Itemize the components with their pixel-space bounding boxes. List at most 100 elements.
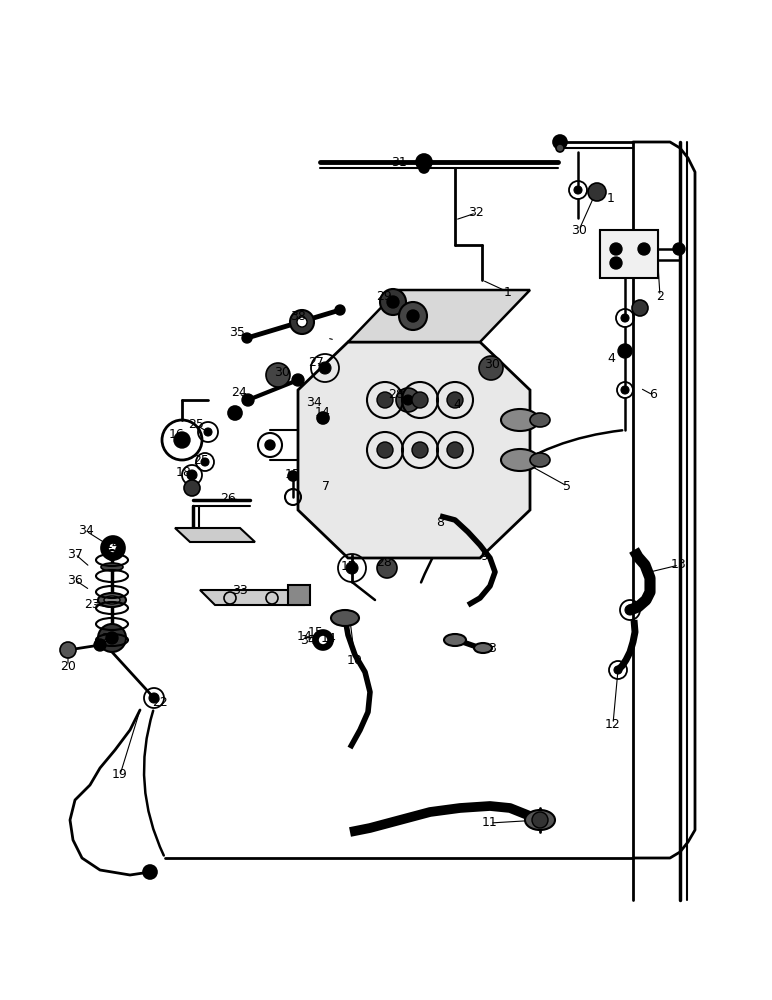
- Ellipse shape: [331, 610, 359, 626]
- Circle shape: [174, 432, 190, 448]
- Circle shape: [242, 394, 254, 406]
- Circle shape: [149, 693, 159, 703]
- Circle shape: [532, 812, 548, 828]
- Circle shape: [479, 356, 503, 380]
- Text: 19: 19: [112, 768, 128, 782]
- Circle shape: [346, 562, 358, 574]
- Circle shape: [187, 470, 197, 480]
- Circle shape: [242, 333, 252, 343]
- Circle shape: [673, 243, 685, 255]
- Circle shape: [419, 163, 429, 173]
- Text: 15: 15: [308, 626, 324, 640]
- Circle shape: [399, 302, 427, 330]
- Ellipse shape: [474, 643, 492, 653]
- Text: 12: 12: [605, 718, 621, 730]
- Circle shape: [106, 632, 118, 644]
- Circle shape: [101, 536, 125, 560]
- Circle shape: [288, 471, 298, 481]
- Text: 20: 20: [60, 660, 76, 672]
- Text: 30: 30: [571, 224, 587, 236]
- Text: 34: 34: [78, 524, 94, 538]
- Text: 37: 37: [67, 548, 83, 560]
- Circle shape: [108, 543, 118, 553]
- Circle shape: [610, 257, 622, 269]
- Text: 15: 15: [285, 468, 301, 482]
- Bar: [600, 230, 658, 278]
- Text: 16: 16: [169, 428, 185, 442]
- Circle shape: [621, 386, 629, 394]
- Text: 25: 25: [193, 454, 209, 466]
- Circle shape: [638, 243, 650, 255]
- Text: 30: 30: [274, 365, 290, 378]
- Circle shape: [553, 135, 567, 149]
- Circle shape: [556, 144, 564, 152]
- Ellipse shape: [104, 596, 120, 604]
- Circle shape: [618, 344, 632, 358]
- Circle shape: [98, 624, 126, 652]
- Circle shape: [143, 865, 157, 879]
- Text: 21: 21: [101, 632, 117, 645]
- Circle shape: [632, 300, 648, 316]
- Text: 7: 7: [322, 481, 330, 493]
- Text: 11: 11: [482, 816, 498, 830]
- Text: 24: 24: [231, 386, 247, 399]
- Circle shape: [412, 392, 428, 408]
- Circle shape: [201, 458, 209, 466]
- Text: 1: 1: [504, 286, 512, 298]
- Circle shape: [377, 558, 397, 578]
- Text: 6: 6: [649, 388, 657, 401]
- Circle shape: [317, 412, 329, 424]
- Text: 32: 32: [468, 207, 484, 220]
- Text: 4: 4: [453, 397, 461, 410]
- Text: 23: 23: [84, 597, 100, 610]
- Circle shape: [60, 642, 76, 658]
- Text: 38: 38: [290, 310, 306, 324]
- Text: 36: 36: [67, 574, 83, 586]
- Text: 5: 5: [563, 480, 571, 492]
- Circle shape: [184, 480, 200, 496]
- Circle shape: [396, 388, 420, 412]
- Circle shape: [377, 442, 393, 458]
- Text: 35: 35: [229, 326, 245, 340]
- Polygon shape: [200, 590, 305, 605]
- Circle shape: [412, 442, 428, 458]
- Text: 3: 3: [488, 642, 496, 654]
- Circle shape: [407, 310, 419, 322]
- Circle shape: [380, 289, 406, 315]
- Circle shape: [319, 362, 331, 374]
- Polygon shape: [288, 585, 310, 605]
- Circle shape: [403, 395, 413, 405]
- Ellipse shape: [530, 413, 550, 427]
- Circle shape: [204, 428, 212, 436]
- Polygon shape: [175, 528, 255, 542]
- Circle shape: [318, 635, 328, 645]
- Circle shape: [265, 440, 275, 450]
- Circle shape: [292, 374, 304, 386]
- Circle shape: [377, 392, 393, 408]
- Text: 14: 14: [321, 632, 337, 645]
- Polygon shape: [298, 342, 530, 558]
- Text: 9: 9: [480, 550, 488, 564]
- Text: 10: 10: [347, 654, 363, 666]
- Circle shape: [416, 154, 432, 170]
- Circle shape: [313, 630, 333, 650]
- Text: 26: 26: [220, 491, 236, 504]
- Circle shape: [335, 305, 345, 315]
- Circle shape: [621, 314, 629, 322]
- Text: 22: 22: [152, 696, 168, 708]
- Circle shape: [94, 639, 106, 651]
- Ellipse shape: [444, 634, 466, 646]
- Ellipse shape: [501, 449, 539, 471]
- Text: 27: 27: [308, 356, 324, 368]
- Circle shape: [447, 442, 463, 458]
- Text: 13: 13: [671, 558, 687, 572]
- Text: 14: 14: [297, 630, 313, 643]
- Text: 14: 14: [315, 406, 331, 420]
- Circle shape: [610, 243, 622, 255]
- Circle shape: [574, 186, 582, 194]
- Text: 17: 17: [341, 560, 357, 574]
- Circle shape: [266, 363, 290, 387]
- Circle shape: [588, 183, 606, 201]
- Text: 33: 33: [232, 584, 248, 597]
- Text: 2: 2: [656, 290, 664, 302]
